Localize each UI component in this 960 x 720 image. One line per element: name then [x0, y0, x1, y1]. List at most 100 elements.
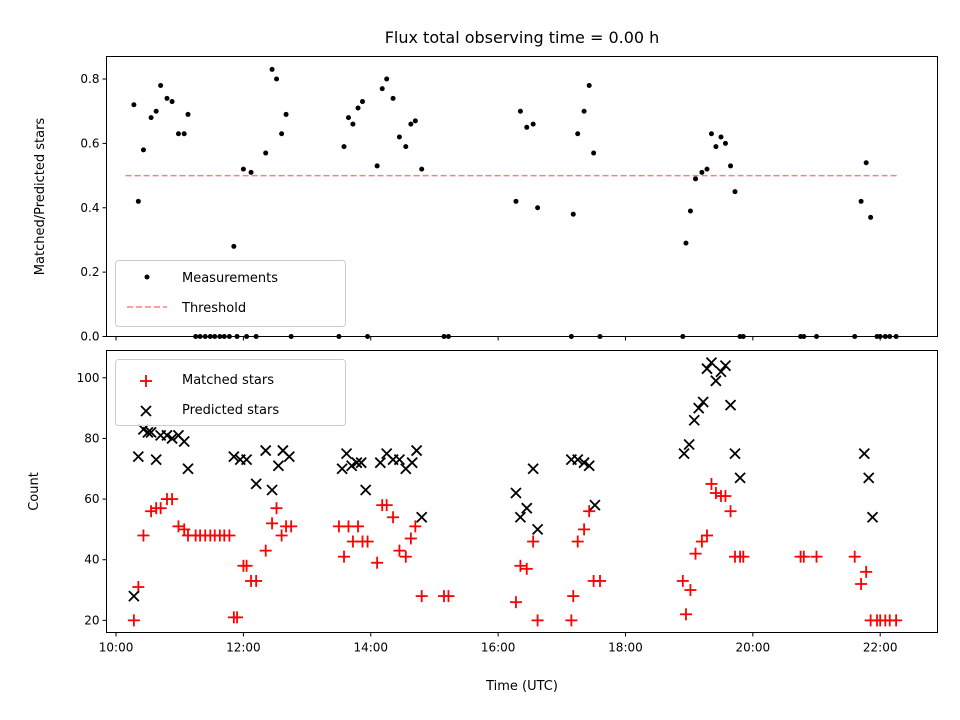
- predicted-stars-point: [697, 396, 709, 408]
- matched-stars-point: [571, 535, 584, 548]
- measurements-point: [586, 82, 592, 88]
- measurements-point: [732, 189, 738, 195]
- x-tick-label: 14:00: [353, 641, 388, 655]
- matched-stars-point: [527, 535, 540, 548]
- legend-marker-predicted: [140, 405, 152, 417]
- bottom-legend-box: [115, 359, 346, 426]
- matched-stars-point: [259, 544, 272, 557]
- matched-stars-point: [352, 520, 365, 533]
- measurements-point: [693, 176, 699, 182]
- predicted-stars-point: [240, 454, 253, 466]
- measurements-point: [279, 131, 285, 137]
- matched-stars-point: [338, 550, 351, 563]
- bottom-y-axis-label: Count: [27, 472, 42, 511]
- predicted-stars-point: [521, 502, 533, 514]
- measurements-point: [408, 121, 414, 127]
- y-tick-label: 20: [84, 613, 99, 627]
- matched-stars-point: [145, 505, 158, 518]
- top-legend-box: [115, 260, 346, 327]
- y-tick-label: 0.8: [80, 72, 99, 86]
- matched-stars-point: [890, 614, 903, 627]
- predicted-stars-point: [589, 499, 601, 511]
- predicted-stars-point: [406, 457, 418, 469]
- predicted-stars-point: [132, 450, 144, 463]
- measurements-point: [164, 95, 170, 101]
- measurements-point: [185, 111, 191, 117]
- legend-marker-measurements: [144, 274, 150, 280]
- top-legend: Measurements Threshold: [115, 260, 346, 327]
- measurements-point: [350, 121, 356, 127]
- predicted-stars-point: [150, 454, 162, 466]
- top-axes-frame: [106, 56, 938, 337]
- predicted-stars-point: [228, 450, 240, 463]
- measurements-point: [517, 108, 523, 114]
- top-panel: 0.00.20.40.60.8 Matched/Predicted stars …: [33, 56, 938, 344]
- predicted-stars-point: [719, 360, 732, 372]
- measurements-point: [581, 108, 587, 114]
- matched-stars-point: [709, 487, 722, 500]
- matched-stars-point: [695, 535, 708, 548]
- matched-stars-point: [567, 590, 580, 603]
- matched-stars-point: [250, 574, 263, 587]
- predicted-stars-point: [734, 472, 746, 484]
- matched-stars-point: [700, 529, 713, 542]
- x-tick-label: 22:00: [863, 641, 898, 655]
- top-y-axis-label: Matched/Predicted stars: [33, 118, 48, 276]
- matched-stars-point: [514, 559, 527, 572]
- bottom-axes-frame: [106, 350, 938, 633]
- matched-stars-point: [797, 550, 810, 563]
- matched-stars-point: [578, 523, 591, 536]
- measurements-point: [355, 105, 361, 111]
- legend-label-threshold: Threshold: [181, 301, 246, 316]
- bottom-panel: 20 40 60 80 100 10:00 12:00 14:00 16:00 18:00 20:…: [27, 350, 938, 694]
- predicted-stars-point: [128, 590, 140, 602]
- matched-stars-point: [684, 584, 697, 597]
- measurements-point: [419, 166, 425, 172]
- measurements-point: [868, 214, 874, 220]
- matched-stars-point: [442, 590, 455, 603]
- predicted-stars-point: [863, 472, 875, 484]
- measurements-point: [591, 150, 597, 156]
- matched-stars-point: [737, 550, 750, 563]
- matched-stars-point: [178, 523, 191, 536]
- matched-stars-point: [127, 614, 140, 627]
- chart-title: Flux total observing time = 0.00 h: [385, 28, 660, 47]
- measurements-point: [858, 198, 864, 204]
- measurements-point: [384, 76, 390, 82]
- measurements-point: [283, 111, 289, 117]
- predicted-stars-point: [340, 447, 353, 460]
- measurements-point: [412, 118, 418, 124]
- x-axis-label: Time (UTC): [485, 679, 558, 694]
- legend-label-matched: Matched stars: [182, 373, 274, 388]
- matched-stars-point: [705, 477, 718, 490]
- measurements-point: [687, 208, 693, 214]
- matched-stars-point: [679, 608, 692, 621]
- predicted-stars-point: [410, 444, 423, 457]
- predicted-stars-point: [705, 356, 718, 369]
- matched-stars-point: [404, 532, 417, 545]
- matched-stars-point: [531, 614, 544, 627]
- predicted-stars-point: [266, 484, 278, 496]
- bottom-legend: Matched stars Predicted stars: [115, 359, 346, 426]
- predicted-stars-point: [272, 460, 285, 472]
- matched-stars-point: [860, 565, 873, 578]
- matched-stars-point: [223, 529, 236, 542]
- predicted-stars-point: [866, 511, 879, 523]
- measurements-point: [396, 134, 402, 140]
- predicted-stars-point: [166, 432, 178, 445]
- matched-stars-point: [137, 529, 150, 542]
- predicted-stars-point: [145, 426, 157, 439]
- top-plot-area: [125, 66, 900, 339]
- predicted-stars-point: [182, 463, 194, 475]
- matched-stars-point: [565, 614, 578, 627]
- y-tick-label: 60: [84, 492, 99, 506]
- measurements-point: [341, 144, 347, 150]
- matched-stars-point: [240, 559, 253, 572]
- matched-stars-point: [509, 596, 522, 609]
- legend-label-predicted: Predicted stars: [182, 403, 279, 418]
- predicted-stars-point: [531, 523, 544, 536]
- measurements-point: [140, 147, 146, 153]
- predicted-stars-point: [178, 435, 190, 448]
- measurements-point: [269, 66, 275, 72]
